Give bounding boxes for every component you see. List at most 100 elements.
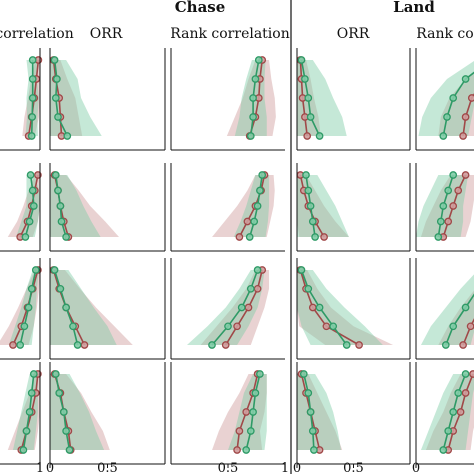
point-green: [54, 186, 62, 195]
point-green: [242, 446, 251, 454]
point-green: [50, 56, 59, 64]
point-green: [73, 341, 82, 349]
series-line-red: [462, 318, 474, 346]
point-green: [51, 370, 60, 378]
panel-r2-c0: [0, 258, 42, 360]
panel-r1-c2: [170, 163, 285, 252]
point-green: [19, 446, 28, 454]
point-green: [315, 303, 324, 312]
point-red: [320, 233, 328, 241]
panel-title-rank-correlation-land: Rank correlation: [416, 26, 474, 42]
point-green: [25, 217, 34, 226]
point-green: [65, 446, 74, 454]
panel-r0-c1: [49, 48, 166, 151]
point-green: [251, 75, 260, 83]
panel-r0-c2: [170, 48, 285, 151]
panel-r0-c0: [0, 48, 43, 151]
point-red: [456, 408, 465, 416]
point-red: [253, 284, 262, 293]
point-green: [51, 94, 60, 102]
panel-r3-c1: [49, 362, 166, 465]
point-green: [25, 408, 34, 416]
point-green: [21, 233, 30, 241]
point-red: [466, 322, 474, 331]
point-green: [224, 322, 232, 331]
point-green: [256, 186, 264, 195]
x-tick-label: 0.5: [97, 461, 118, 474]
band-green: [186, 270, 265, 345]
point-green: [444, 186, 453, 195]
point-green: [434, 233, 443, 241]
point-green: [53, 75, 61, 83]
band-green: [420, 374, 474, 450]
point-red: [244, 303, 253, 312]
point-green: [308, 217, 317, 226]
point-green: [22, 427, 31, 435]
point-green: [55, 389, 64, 397]
band-red: [297, 270, 394, 345]
point-green: [441, 341, 450, 349]
point-green: [63, 132, 72, 140]
panel-titles: Rank correlation ORR Rank correlation OR…: [0, 26, 474, 42]
point-green: [253, 202, 262, 210]
x-tick-label: 0.5: [343, 461, 364, 474]
point-green: [436, 217, 445, 226]
point-green: [56, 284, 65, 293]
panel-r2-c1: [49, 258, 166, 360]
point-green: [306, 202, 315, 210]
point-green: [56, 202, 65, 210]
column-headers: Chase Land: [175, 0, 436, 16]
point-red: [235, 233, 244, 241]
point-red: [235, 427, 244, 435]
x-tick-label: 0: [293, 461, 301, 474]
panel-r3-c0: [0, 362, 42, 465]
point-green: [444, 427, 453, 435]
point-green: [245, 233, 254, 241]
point-green: [299, 370, 308, 378]
point-green: [449, 171, 458, 179]
column-header-chase: Chase: [175, 0, 226, 16]
x-tick-label: 0: [46, 461, 54, 474]
panel-r3-c4: [415, 362, 474, 465]
point-green: [62, 427, 70, 435]
point-green: [297, 266, 306, 274]
point-red: [461, 113, 470, 121]
x-tick-label: 0: [412, 461, 420, 474]
point-red: [221, 341, 230, 349]
x-tick-labels: 1 0 0.5 0.5 1 0 0.5 0: [36, 461, 420, 474]
point-green: [454, 389, 463, 397]
point-green: [249, 113, 257, 121]
point-green: [461, 75, 470, 83]
point-red: [308, 303, 317, 312]
point-green: [308, 427, 317, 435]
point-green: [16, 341, 25, 349]
point-red: [322, 322, 331, 331]
point-green: [302, 171, 310, 179]
point-green: [449, 408, 458, 416]
point-green: [304, 94, 313, 102]
panel-r1-c0: [0, 163, 42, 252]
panel-r3-c2: [170, 362, 285, 465]
panel-title-rank-correlation-left: Rank correlation: [0, 26, 74, 42]
panel-r2-c4: [415, 258, 474, 360]
point-green: [329, 322, 338, 331]
point-red: [459, 132, 467, 140]
point-green: [237, 303, 246, 312]
panel-r0-c4: [415, 48, 474, 151]
point-green: [50, 266, 59, 274]
point-green: [315, 132, 324, 140]
x-tick-label: 1: [36, 461, 44, 474]
point-red: [449, 202, 458, 210]
point-green: [62, 303, 70, 312]
point-green: [251, 389, 260, 397]
band-green: [418, 61, 474, 136]
panel-grid: [0, 48, 474, 465]
point-red: [444, 217, 453, 226]
band-green: [420, 274, 474, 345]
point-green: [28, 186, 37, 195]
point-green: [249, 408, 257, 416]
x-tick-label: 1: [281, 461, 289, 474]
panel-r2-c3: [296, 258, 411, 360]
panel-r1-c1: [49, 163, 166, 252]
